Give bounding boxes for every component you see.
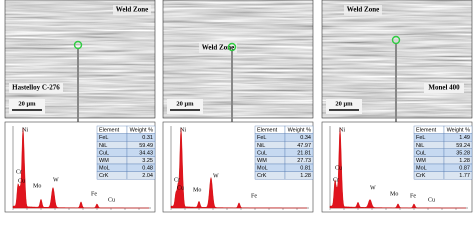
peak-label: Mo	[390, 191, 398, 197]
peak-label: Cu	[177, 185, 184, 191]
material-label: Hastelloy C-276	[12, 84, 60, 92]
zone-label: Weld Zone	[347, 6, 379, 14]
table-value: 3.25	[142, 158, 153, 164]
peak-label: Cr	[174, 177, 180, 183]
peak-label: Mo	[193, 187, 201, 193]
spectrum	[170, 128, 307, 209]
panel: Weld Zone Hastelloy C-276 20 μm Ni Cr Cu Mo W Fe…	[4, 0, 156, 213]
image-border	[162, 0, 314, 119]
table-header: Weight %	[447, 128, 471, 134]
spectrum	[12, 128, 149, 209]
zone-label: Weld Zone	[202, 44, 234, 52]
peak-label: Ni	[180, 127, 186, 133]
table-value: CrK	[257, 173, 267, 179]
table-value: 1.77	[459, 173, 470, 179]
table-value: 34.43	[139, 150, 153, 156]
spectrum	[329, 128, 466, 209]
table-value: WM	[99, 158, 109, 164]
table-value: CuL	[257, 150, 267, 156]
image-border	[4, 0, 156, 119]
material-label: Monel 400	[428, 84, 460, 92]
peak-label: Fe	[91, 191, 97, 197]
table-cell	[126, 171, 156, 180]
table-value: CrK	[99, 173, 109, 179]
table-header: Element	[99, 128, 120, 134]
zone-label-bg	[113, 5, 151, 15]
table-value: FeL	[416, 135, 425, 141]
panel: Weld Zone 20 μm Ni Cr Cu Mo W Fe Element Weight %…	[162, 0, 314, 213]
peak-label: W	[53, 177, 59, 183]
table-value: NiL	[416, 143, 424, 149]
table-cell	[443, 171, 473, 180]
sem-image	[5, 0, 155, 118]
peak-label: Ni	[22, 127, 28, 133]
scale-label: 20 μm	[335, 100, 353, 107]
table-value: WM	[416, 158, 426, 164]
table-header: Element	[257, 128, 278, 134]
sem-image	[163, 0, 313, 118]
table-value: CuL	[99, 150, 109, 156]
table-value: 59.24	[456, 143, 470, 149]
zone-label-bg	[199, 43, 237, 53]
table-value: WM	[257, 158, 267, 164]
table-value: NiL	[99, 143, 107, 149]
table-value: CuL	[416, 150, 426, 156]
table-header: Weight %	[130, 128, 154, 134]
table-value: 47.97	[297, 143, 311, 149]
spot-marker	[73, 40, 83, 50]
table-value: 1.49	[459, 135, 470, 141]
peak-label: Cr	[333, 177, 339, 183]
table-value: 0.48	[142, 166, 153, 172]
table-value: 1.28	[459, 158, 470, 164]
peak-label: Fe	[251, 193, 257, 199]
figure: Weld Zone Hastelloy C-276 20 μm Ni Cr Cu Mo W Fe…	[4, 0, 473, 213]
table-value: 59.49	[139, 143, 153, 149]
table-header: Element	[416, 128, 437, 134]
table-value: FeL	[257, 135, 266, 141]
material-label-bg	[424, 83, 464, 93]
table-value: 35.28	[456, 150, 470, 156]
peak-label: Cu	[335, 165, 342, 171]
table-value: 0.34	[300, 135, 311, 141]
peak-label: W	[370, 185, 376, 191]
peak-label: Fe	[410, 193, 416, 199]
table-value: NiL	[257, 143, 265, 149]
peak-label: Cu	[428, 197, 435, 203]
table-value: CrK	[416, 173, 426, 179]
spot-marker	[227, 42, 237, 52]
peak-label: Cu	[18, 178, 25, 184]
material-label-bg	[9, 83, 63, 93]
table-value: 27.73	[297, 158, 311, 164]
zone-label-bg	[344, 5, 382, 15]
table-value: FeL	[99, 135, 108, 141]
table-value: 21.81	[297, 150, 311, 156]
peak-label: W	[213, 173, 219, 179]
peak-label: Cr	[16, 169, 22, 175]
peak-label: Cu	[108, 197, 115, 203]
scale-label: 20 μm	[18, 100, 36, 107]
table-header: Weight %	[288, 128, 312, 134]
spot-marker	[391, 35, 401, 45]
table-value: MoL	[99, 166, 110, 172]
table-value: 2.04	[142, 173, 153, 179]
table-value: 0.31	[142, 135, 153, 141]
table-value: MoL	[257, 166, 268, 172]
scale-label: 20 μm	[176, 100, 194, 107]
table-value: 0.81	[300, 166, 311, 172]
table-value: 0.87	[459, 166, 470, 172]
peak-label: Ni	[339, 127, 345, 133]
panel: Weld Zone Monel 400 20 μm Ni Cu Cr W Mo Fe Cu Elem…	[321, 0, 473, 213]
peak-label: Mo	[33, 183, 41, 189]
zone-label: Weld Zone	[116, 6, 148, 14]
table-cell	[284, 171, 314, 180]
table-value: MoL	[416, 166, 427, 172]
table-value: 1.28	[300, 173, 311, 179]
